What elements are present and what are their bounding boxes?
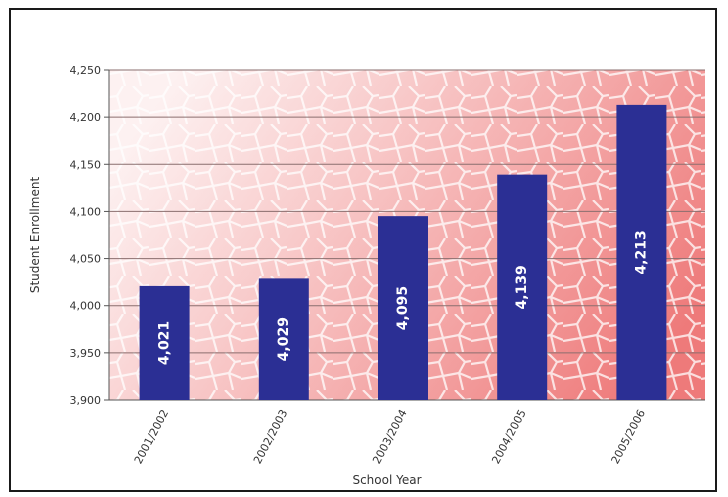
y-tick-label: 4,050 <box>70 253 102 266</box>
y-tick-label: 4,000 <box>70 300 102 313</box>
y-axis-title: Student Enrollment <box>28 177 42 294</box>
x-tick-label: 2004/2005 <box>489 407 529 466</box>
bars: 4,021 4,029 4,095 4,139 4,213 <box>139 104 667 400</box>
bar <box>139 285 190 400</box>
bar <box>497 174 548 400</box>
y-tick-label: 4,100 <box>70 205 102 218</box>
bar-data-label: 4,021 <box>157 321 173 365</box>
bar-data-label: 4,029 <box>276 317 292 361</box>
x-tick-label: 2002/2003 <box>251 407 291 466</box>
bar-chart: 4,021 4,029 4,095 4,139 4,213 3,900 3,950 4,00… <box>28 64 705 487</box>
y-tick-label: 4,200 <box>70 111 102 124</box>
x-tick-label: 2003/2004 <box>370 407 410 466</box>
y-tick-labels: 3,900 3,950 4,000 4,050 4,100 4,150 4,200 4,250 <box>70 64 102 407</box>
y-tick-label: 3,900 <box>70 394 102 407</box>
y-tick-label: 3,950 <box>70 347 102 360</box>
x-tick-label: 2005/2006 <box>609 407 649 466</box>
x-tick-label: 2001/2002 <box>132 407 172 466</box>
bar <box>616 104 667 400</box>
bar-data-label: 4,139 <box>514 265 530 309</box>
bar <box>378 216 428 400</box>
y-tick-label: 4,250 <box>70 64 102 77</box>
y-tick-label: 4,150 <box>70 158 102 171</box>
bar <box>258 278 309 400</box>
bar-data-label: 4,213 <box>633 230 649 274</box>
x-axis-title: School Year <box>352 473 421 487</box>
bar-data-label: 4,095 <box>395 286 411 330</box>
chart-frame: 4,021 4,029 4,095 4,139 4,213 3,900 3,950 4,00… <box>9 8 717 492</box>
x-tick-labels: 2001/2002 2002/2003 2003/2004 2004/2005 2005… <box>132 407 648 466</box>
